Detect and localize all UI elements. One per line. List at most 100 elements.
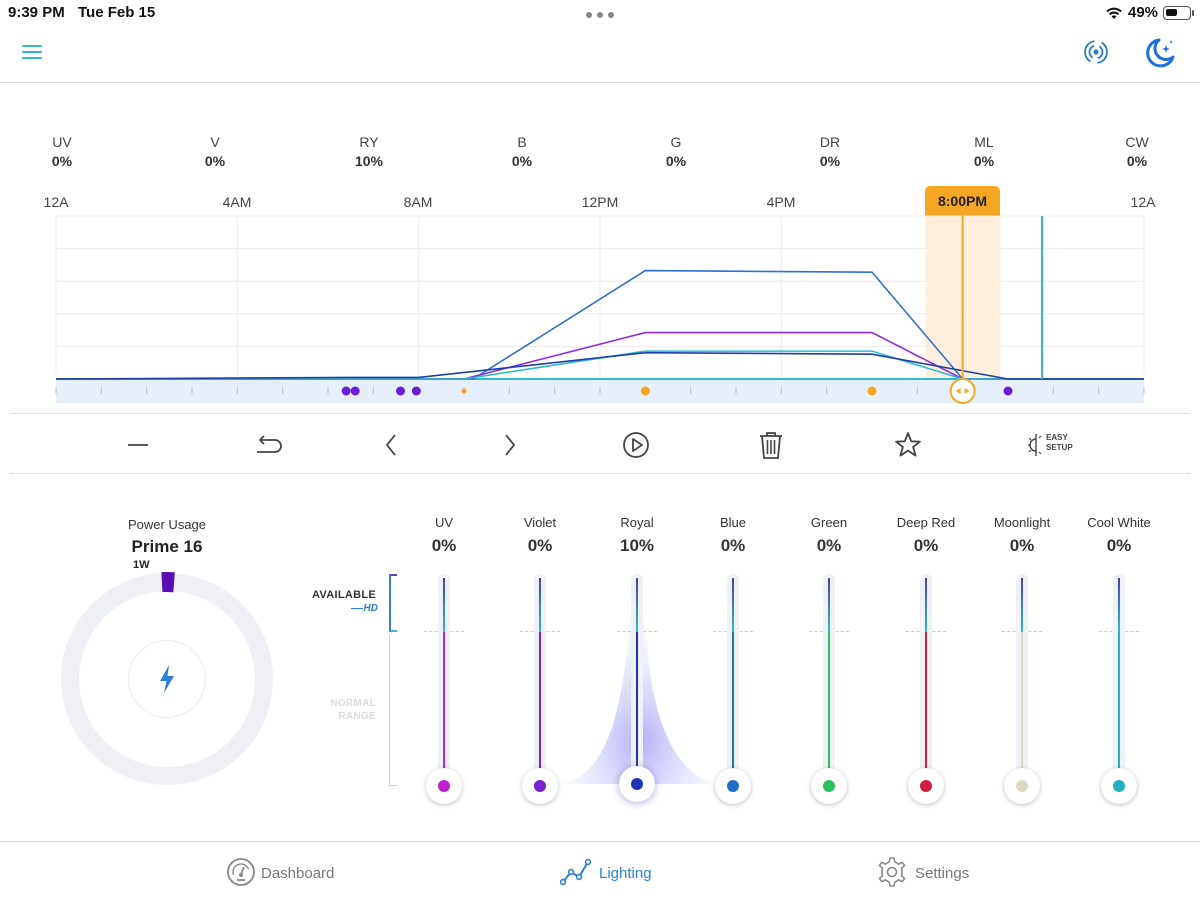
slider-label: Violet bbox=[523, 515, 557, 530]
time-tick-label: 12A bbox=[43, 194, 69, 210]
slider-track[interactable] bbox=[1113, 574, 1125, 786]
normal-range-line2: RANGE bbox=[338, 711, 376, 722]
slider-track[interactable] bbox=[534, 574, 546, 786]
easy-setup-line1: EASY bbox=[1046, 433, 1068, 442]
channel-ml: ML 0% bbox=[944, 134, 1024, 169]
slider-cool-white: Cool White 0% bbox=[1071, 515, 1167, 805]
chevron-right-icon bbox=[505, 434, 516, 456]
channel-uv: UV 0% bbox=[22, 134, 102, 169]
slider-value: 0% bbox=[816, 536, 842, 555]
slider-label: Deep Red bbox=[896, 515, 956, 530]
slider-moonlight: Moonlight 0% bbox=[974, 515, 1070, 805]
chevron-left-icon bbox=[385, 434, 396, 456]
schedule-chart-svg[interactable] bbox=[0, 214, 1200, 406]
slider-track[interactable] bbox=[920, 574, 932, 786]
normal-range-line1: NORMAL bbox=[330, 698, 376, 709]
undo-icon bbox=[257, 435, 282, 453]
time-tick-label: 4AM bbox=[222, 194, 252, 210]
slider-track[interactable] bbox=[631, 574, 643, 786]
channel-value: 0% bbox=[204, 153, 226, 169]
channel-value: 0% bbox=[51, 153, 73, 169]
moon-stars-icon[interactable] bbox=[1142, 36, 1176, 70]
next-button[interactable] bbox=[493, 428, 527, 462]
nav-label: Settings bbox=[915, 865, 970, 882]
power-ring-usage bbox=[60, 572, 274, 786]
gear-icon bbox=[878, 857, 906, 887]
slider-value: 0% bbox=[1106, 536, 1132, 555]
channel-value: 0% bbox=[511, 153, 533, 169]
slider-label: Moonlight bbox=[993, 515, 1051, 530]
slider-value: 10% bbox=[619, 536, 655, 555]
slider-value: 0% bbox=[913, 536, 939, 555]
status-date: Tue Feb 15 bbox=[78, 4, 156, 21]
nav-label: Dashboard bbox=[261, 865, 335, 882]
slider-knob[interactable] bbox=[715, 768, 751, 804]
slider-track[interactable] bbox=[727, 574, 739, 786]
slider-track[interactable] bbox=[823, 574, 835, 786]
hd-text: HD bbox=[363, 603, 378, 614]
time-marker-label[interactable]: 8:00PM bbox=[925, 186, 1000, 216]
power-usage-label: Power Usage bbox=[127, 517, 207, 532]
slider-track[interactable] bbox=[438, 574, 450, 786]
multitask-dots-icon[interactable] bbox=[586, 12, 614, 18]
play-button[interactable] bbox=[619, 428, 653, 462]
slider-knob[interactable] bbox=[426, 768, 462, 804]
time-tick-label: 12A bbox=[1130, 194, 1156, 210]
channel-label: ML bbox=[974, 134, 994, 150]
schedule-chart[interactable] bbox=[0, 214, 1200, 406]
slider-knob[interactable] bbox=[811, 768, 847, 804]
time-tick-label: 8AM bbox=[403, 194, 433, 210]
channel-value: 0% bbox=[1126, 153, 1148, 169]
channel-ry: RY 10% bbox=[329, 134, 409, 169]
favorite-button[interactable] bbox=[891, 428, 925, 462]
time-axis: 12A 4AM 8AM 12PM 4PM 12A bbox=[0, 194, 1200, 214]
channel-readout: UV 0% V 0% RY 10% B 0% G 0% DR 0% ML 0% … bbox=[0, 134, 1200, 174]
power-device-name: Prime 16 bbox=[131, 537, 203, 556]
hd-zone-bracket bbox=[389, 574, 397, 632]
schedule-point bbox=[867, 386, 877, 396]
series-line-2 bbox=[56, 350, 1144, 380]
channel-v: V 0% bbox=[175, 134, 255, 169]
line-chart-icon bbox=[560, 858, 592, 886]
previous-button[interactable] bbox=[374, 428, 408, 462]
undo-button[interactable] bbox=[249, 428, 283, 462]
slider-uv: UV 0% bbox=[396, 515, 492, 805]
available-label: AVAILABLE bbox=[311, 589, 376, 601]
schedule-point bbox=[350, 386, 360, 396]
status-time: 9:39 PM bbox=[8, 4, 65, 21]
slider-label: Cool White bbox=[1087, 515, 1151, 530]
slider-knob[interactable] bbox=[1101, 768, 1137, 804]
schedule-point bbox=[396, 386, 406, 396]
power-usage-ring bbox=[60, 572, 274, 786]
channel-cw: CW 0% bbox=[1097, 134, 1177, 169]
slider-knob[interactable] bbox=[908, 768, 944, 804]
channel-value: 0% bbox=[665, 153, 687, 169]
slider-value: 0% bbox=[1009, 536, 1035, 555]
power-center bbox=[128, 640, 206, 718]
bottom-nav: Dashboard Lighting Settings bbox=[0, 841, 1200, 900]
time-marker-handle bbox=[949, 378, 976, 404]
channel-label: UV bbox=[52, 134, 72, 150]
slider-value: 0% bbox=[720, 536, 746, 555]
hamburger-menu-icon[interactable] bbox=[22, 43, 42, 61]
slider-blue: Blue 0% bbox=[685, 515, 781, 805]
sun-icon bbox=[1028, 434, 1042, 456]
slider-label: Royal bbox=[620, 515, 654, 530]
normal-range-label: NORMAL RANGE bbox=[300, 697, 376, 723]
slider-knob[interactable] bbox=[619, 766, 655, 802]
easy-setup-button[interactable]: EASY SETUP bbox=[1028, 432, 1078, 458]
slider-knob[interactable] bbox=[1004, 768, 1040, 804]
channel-label: V bbox=[210, 134, 220, 150]
channel-dr: DR 0% bbox=[790, 134, 870, 169]
minus-icon bbox=[128, 444, 148, 446]
slider-track[interactable] bbox=[1016, 574, 1028, 786]
channel-label: B bbox=[517, 134, 527, 150]
minus-button[interactable] bbox=[121, 428, 155, 462]
delete-button[interactable] bbox=[754, 428, 788, 462]
wireless-signal-icon[interactable] bbox=[1082, 38, 1110, 66]
slider-knob[interactable] bbox=[522, 768, 558, 804]
battery-icon bbox=[1163, 6, 1191, 20]
wifi-icon bbox=[1106, 7, 1122, 19]
series-line-3 bbox=[55, 351, 1144, 380]
time-tick-label: 4PM bbox=[766, 194, 796, 210]
